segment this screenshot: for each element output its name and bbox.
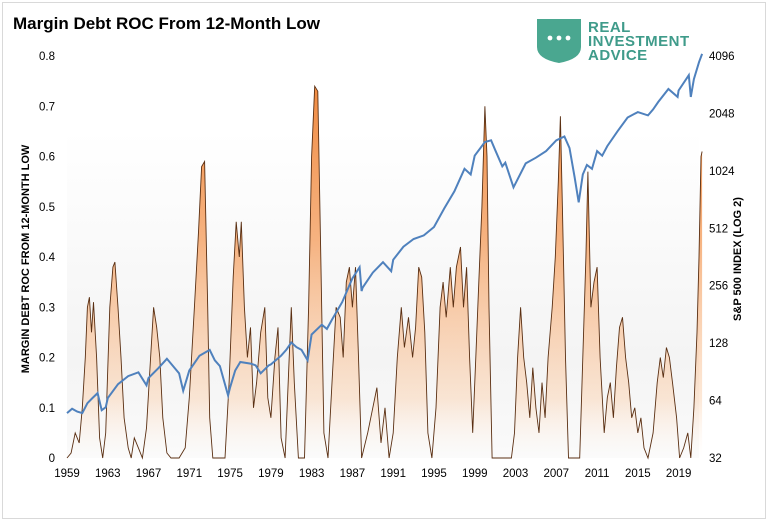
x-tick-label: 1967 bbox=[136, 468, 162, 480]
chart-title: Margin Debt ROC From 12-Month Low bbox=[13, 14, 321, 33]
x-tick-label: 2011 bbox=[585, 468, 610, 480]
y-tick-label: 0.4 bbox=[39, 252, 56, 264]
company-logo: REAL INVESTMENT ADVICE bbox=[537, 19, 690, 64]
y2-tick-label: 2048 bbox=[709, 108, 735, 120]
logo-line-1: REAL bbox=[588, 19, 631, 36]
y-tick-label: 0.3 bbox=[39, 302, 55, 314]
y-tick-label: 0.8 bbox=[39, 51, 55, 63]
x-tick-label: 2019 bbox=[666, 468, 692, 480]
x-tick-label: 1999 bbox=[462, 468, 488, 480]
y-tick-label: 0.6 bbox=[39, 152, 55, 164]
x-tick-label: 2003 bbox=[503, 468, 529, 480]
x-axis: 1959 1963 1967 1971 1975 1979 1983 1987 1991 1995… bbox=[54, 468, 691, 480]
y-axis-title: MARGIN DEBT ROC FROM 12-MONTH LOW bbox=[20, 144, 32, 373]
y-axis-left: 0 0.1 0.2 0.3 0.4 0.5 0.6 0.7 0.8 bbox=[39, 51, 56, 465]
logo-badge-icon bbox=[537, 19, 581, 63]
logo-line-2: INVESTMENT bbox=[588, 33, 690, 50]
x-tick-label: 1983 bbox=[299, 468, 325, 480]
x-tick-label: 2007 bbox=[543, 468, 569, 480]
chart: Margin Debt ROC From 12-Month Low REAL I… bbox=[13, 14, 744, 480]
y2-tick-label: 4096 bbox=[709, 51, 735, 63]
y-tick-label: 0 bbox=[49, 453, 55, 465]
y2-tick-label: 32 bbox=[709, 453, 722, 465]
margin-debt-line bbox=[66, 84, 703, 460]
sp500-line bbox=[66, 53, 704, 415]
y-tick-label: 0.2 bbox=[39, 353, 55, 365]
x-tick-label: 1959 bbox=[54, 468, 80, 480]
x-tick-label: 1995 bbox=[421, 468, 447, 480]
x-tick-label: 2015 bbox=[625, 468, 651, 480]
logo-line-3: ADVICE bbox=[588, 47, 648, 64]
x-tick-label: 1979 bbox=[258, 468, 284, 480]
x-tick-label: 1991 bbox=[380, 468, 406, 480]
x-tick-label: 1987 bbox=[340, 468, 366, 480]
y2-tick-label: 64 bbox=[709, 396, 722, 408]
x-tick-label: 1971 bbox=[177, 468, 203, 480]
y-tick-label: 0.1 bbox=[39, 403, 55, 415]
y-tick-label: 0.5 bbox=[39, 202, 55, 214]
x-tick-label: 1975 bbox=[217, 468, 243, 480]
y2-axis-title: S&P 500 INDEX (LOG 2) bbox=[732, 197, 744, 321]
y2-tick-label: 256 bbox=[709, 281, 728, 293]
y2-tick-label: 1024 bbox=[709, 166, 735, 178]
y2-tick-label: 512 bbox=[709, 223, 728, 235]
y2-tick-label: 128 bbox=[709, 338, 728, 350]
y-tick-label: 0.7 bbox=[39, 101, 55, 113]
x-tick-label: 1963 bbox=[95, 468, 121, 480]
y-axis-right: 32 64 128 256 512 1024 2048 4096 bbox=[709, 51, 735, 465]
